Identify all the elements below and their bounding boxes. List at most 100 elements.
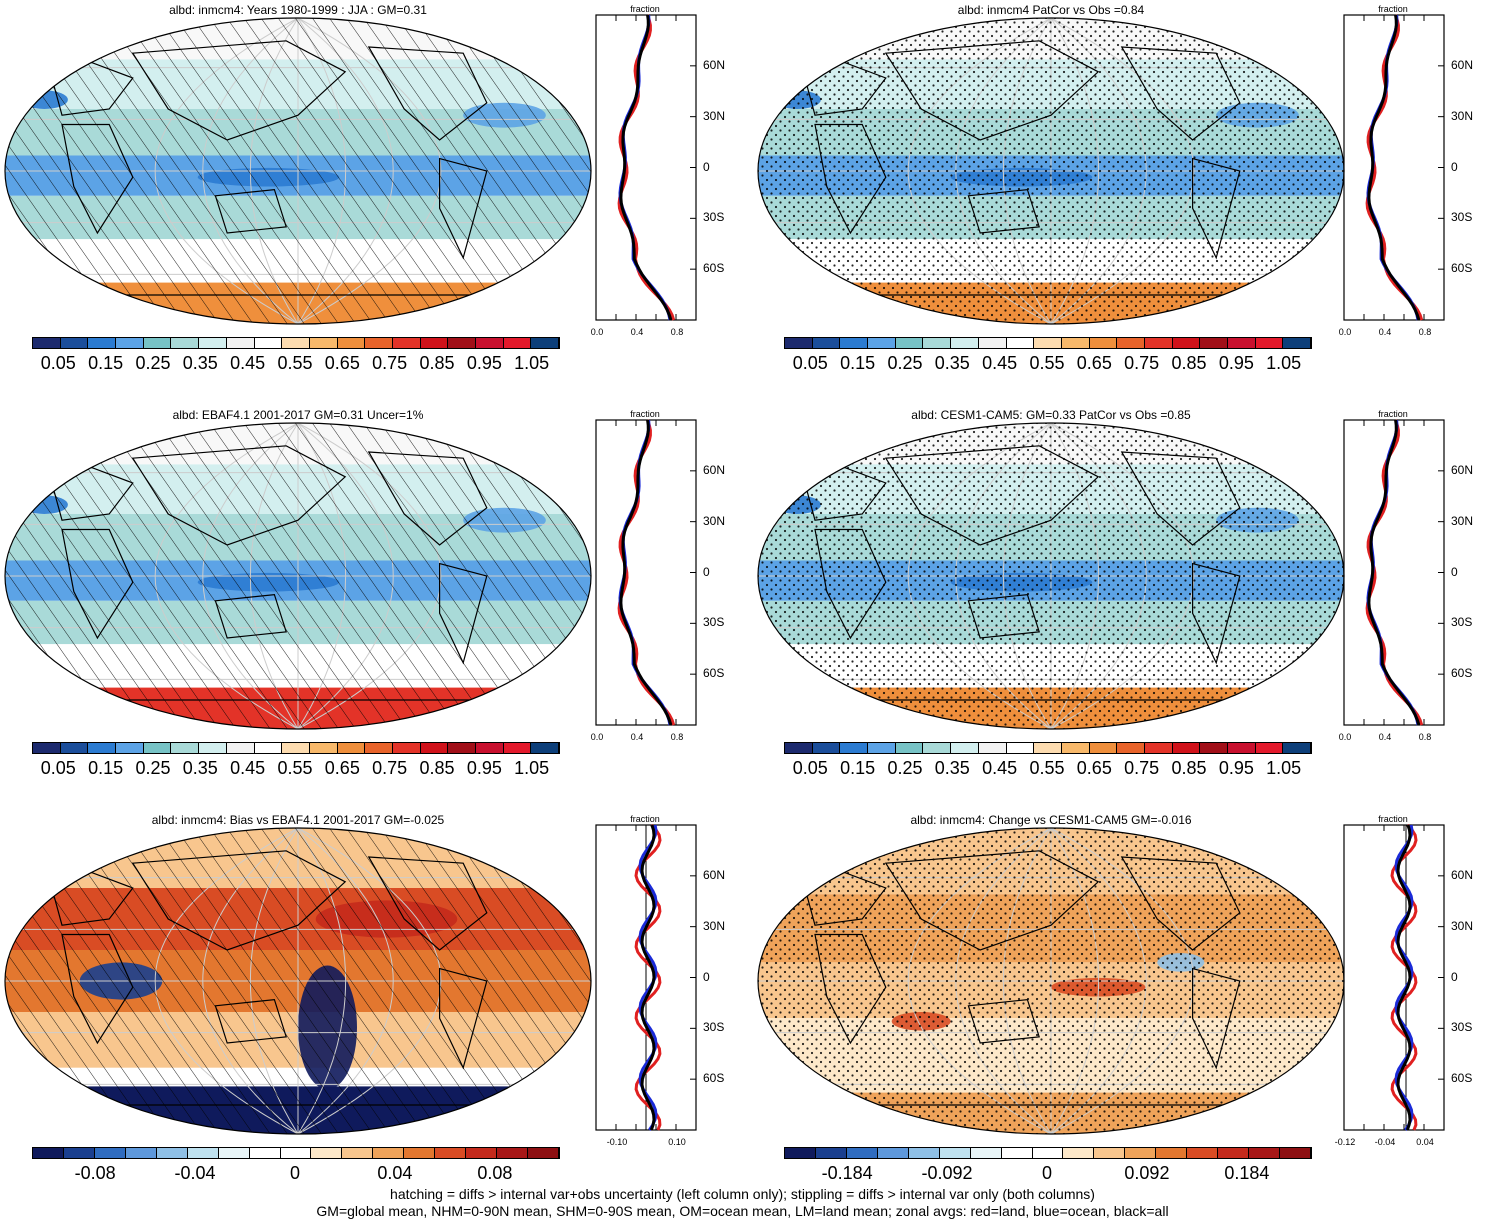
colorbar-segment [392, 338, 421, 348]
zonal-mean-plot [595, 419, 697, 726]
zonal-x-tick: -0.04 [1374, 1137, 1396, 1147]
colorbar [784, 1147, 1312, 1159]
colorbar-segment [33, 1148, 64, 1158]
colorbar-label: 0.55 [277, 758, 313, 778]
panel-2: albd: inmcm4 PatCor vs Obs =0.84 fraction… [750, 0, 1485, 400]
colorbar-segment [951, 338, 979, 348]
map-projection [757, 17, 1345, 325]
lat-label: 60S [1451, 261, 1473, 276]
colorbar-segment [125, 1148, 157, 1158]
colorbar-segment [392, 743, 421, 753]
colorbar-label: 0.65 [324, 758, 360, 778]
colorbar [784, 742, 1312, 754]
colorbar-label: 0.85 [1171, 353, 1207, 373]
colorbar-segment [1061, 338, 1090, 348]
colorbar-label: 0.75 [372, 758, 408, 778]
map-title: albd: EBAF4.1 2001-2017 GM=0.31 Uncer=1% [172, 408, 424, 422]
footer-line-1: hatching = diffs > internal var+obs unce… [390, 1186, 1095, 1202]
colorbar-segment [63, 1148, 95, 1158]
lat-label: 60N [1451, 867, 1474, 882]
colorbar-segment [187, 1148, 219, 1158]
zonal-mean-plot [595, 824, 697, 1131]
colorbar-segment [373, 1148, 405, 1158]
zonal-x-tick: 0.0 [1338, 732, 1352, 742]
lat-label: 30S [703, 1020, 725, 1035]
colorbar-segment [282, 743, 310, 753]
colorbar-segment [420, 338, 449, 348]
colorbar-label: 0.45 [230, 758, 266, 778]
zonal-title: fraction [1378, 814, 1408, 824]
panel-6: albd: inmcm4: Change vs CESM1-CAM5 GM=-0… [750, 810, 1485, 1210]
lat-label: 30S [1451, 615, 1473, 630]
colorbar-segment [1228, 743, 1256, 753]
colorbar-segment [1117, 743, 1145, 753]
colorbar-label: 0.75 [1124, 353, 1160, 373]
colorbar-segment [503, 338, 532, 348]
colorbar-segment [94, 1148, 126, 1158]
zonal-x-tick: 0.4 [1378, 732, 1392, 742]
colorbar-label: 0.15 [840, 758, 876, 778]
zonal-x-tick: -0.10 [606, 1137, 628, 1147]
colorbar-segment [939, 1148, 971, 1158]
colorbar-label: 0.55 [277, 353, 313, 373]
colorbar-label: 0.55 [1029, 758, 1065, 778]
colorbar-label: 0.75 [372, 353, 408, 373]
zonal-x-tick: 0.8 [670, 732, 684, 742]
colorbar-label: 0.15 [840, 353, 876, 373]
colorbar-segment [311, 1148, 343, 1158]
colorbar-segment [143, 743, 172, 753]
colorbar-segment [840, 743, 869, 753]
colorbar-segment [1034, 743, 1062, 753]
colorbar-segment [531, 743, 560, 753]
panel-5: albd: inmcm4: Bias vs EBAF4.1 2001-2017 … [0, 810, 735, 1210]
colorbar-segment [1001, 1148, 1033, 1158]
colorbar-segment [1034, 338, 1062, 348]
colorbar-segment [1172, 338, 1201, 348]
lat-label: 30N [1451, 108, 1474, 123]
colorbar-segment [218, 1148, 250, 1158]
colorbar-label: 0.85 [419, 758, 455, 778]
map-title: albd: inmcm4: Bias vs EBAF4.1 2001-2017 … [151, 813, 445, 827]
lat-label: 0 [703, 159, 710, 174]
panel-1: albd: inmcm4: Years 1980-1999 : JJA : GM… [0, 0, 735, 400]
colorbar-segment [1228, 338, 1256, 348]
zonal-title: fraction [630, 4, 660, 14]
lat-label: 30N [1451, 513, 1474, 528]
colorbar-segment [978, 338, 1007, 348]
lat-label: 30N [703, 918, 726, 933]
map-title: albd: inmcm4: Change vs CESM1-CAM5 GM=-0… [910, 813, 1192, 827]
colorbar-segment [33, 338, 61, 348]
colorbar-label: 0.05 [40, 353, 76, 373]
colorbar-segment [116, 338, 144, 348]
colorbar-segment [785, 743, 813, 753]
colorbar-label: 0.95 [1218, 353, 1254, 373]
colorbar-segment [1094, 1148, 1126, 1158]
colorbar-segment [908, 1148, 940, 1158]
colorbar-label: 1.05 [514, 353, 550, 373]
colorbar-segment [337, 338, 366, 348]
lat-label: 30S [1451, 1020, 1473, 1035]
panel-3: albd: EBAF4.1 2001-2017 GM=0.31 Uncer=1%… [0, 405, 735, 805]
colorbar-segment [1089, 743, 1118, 753]
colorbar-segment [1089, 338, 1118, 348]
colorbar-segment [280, 1148, 312, 1158]
map-projection [757, 827, 1345, 1135]
zonal-x-tick: 0.8 [670, 327, 684, 337]
colorbar [32, 742, 560, 754]
lat-label: 30N [1451, 918, 1474, 933]
colorbar-segment [877, 1148, 909, 1158]
colorbar-segment [171, 743, 200, 753]
colorbar-segment [337, 743, 366, 753]
colorbar-segment [1200, 338, 1228, 348]
colorbar-segment [497, 1148, 528, 1158]
colorbar-segment [812, 338, 841, 348]
lat-label: 60N [1451, 57, 1474, 72]
colorbar-segment [309, 743, 338, 753]
colorbar-label: 1.05 [1266, 758, 1302, 778]
zonal-x-tick: 0.4 [1378, 327, 1392, 337]
colorbar-segment [466, 1148, 498, 1158]
colorbar-label: 0.35 [182, 353, 218, 373]
lat-label: 60S [1451, 666, 1473, 681]
colorbar-segment [923, 743, 952, 753]
colorbar-segment [309, 338, 338, 348]
